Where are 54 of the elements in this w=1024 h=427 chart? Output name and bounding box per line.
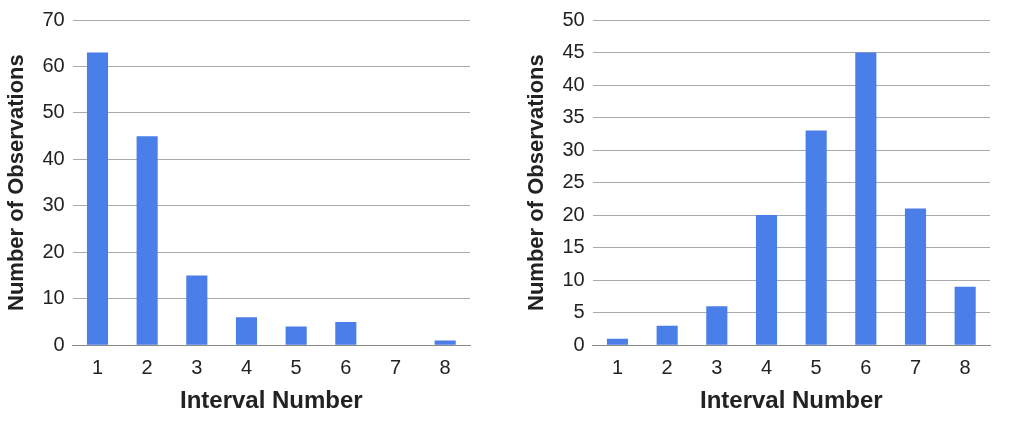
- bar: [606, 338, 629, 345]
- x-tick-label: 3: [711, 355, 723, 378]
- y-tick-label: 25: [562, 170, 585, 193]
- x-axis-title: Interval Number: [699, 386, 883, 414]
- x-tick-label: 7: [389, 355, 402, 378]
- bar: [904, 208, 927, 345]
- y-tick-label: 0: [53, 332, 65, 355]
- y-tick-label: 45: [562, 40, 585, 63]
- x-tick-label: 1: [91, 355, 104, 378]
- y-tick-label: 30: [42, 193, 65, 216]
- y-tick-label: 60: [42, 53, 65, 76]
- y-tick-label: 0: [573, 332, 585, 355]
- x-tick-label: 4: [760, 355, 773, 378]
- x-axis-title: Interval Number: [179, 386, 363, 414]
- y-axis-title: Number of Observations: [3, 54, 29, 311]
- y-tick-label: 40: [42, 146, 65, 169]
- bar: [434, 340, 456, 345]
- y-tick-label: 20: [562, 202, 585, 225]
- y-tick-label: 35: [562, 105, 585, 128]
- x-tick-label: 2: [661, 355, 673, 378]
- bar: [186, 275, 208, 345]
- y-tick-label: 5: [573, 300, 585, 323]
- x-tick-label: 6: [860, 355, 872, 378]
- x-tick-label: 4: [240, 355, 253, 378]
- bar: [285, 326, 307, 345]
- bar: [235, 317, 258, 345]
- y-tick-label: 20: [42, 239, 65, 262]
- x-tick-label: 3: [191, 355, 203, 378]
- bar: [954, 286, 976, 345]
- x-tick-label: 6: [340, 355, 352, 378]
- bar: [86, 52, 109, 345]
- y-tick-label: 50: [42, 100, 65, 123]
- y-tick-label: 15: [562, 235, 585, 258]
- x-tick-label: 5: [290, 355, 302, 378]
- y-tick-label: 40: [562, 72, 585, 95]
- x-tick-label: 1: [611, 355, 624, 378]
- y-tick-label: 50: [562, 7, 585, 30]
- y-tick-label: 10: [562, 267, 585, 290]
- bar: [335, 321, 357, 345]
- x-tick-label: 8: [959, 355, 971, 378]
- x-tick-label: 8: [439, 355, 451, 378]
- bar: [136, 136, 158, 345]
- bar: [755, 215, 778, 345]
- y-axis-title: Number of Observations: [523, 54, 549, 311]
- bar: [656, 325, 678, 345]
- bar: [706, 306, 728, 345]
- y-tick-label: 30: [562, 137, 585, 160]
- x-tick-label: 2: [141, 355, 153, 378]
- y-tick-label: 70: [42, 7, 65, 30]
- x-tick-label: 5: [810, 355, 822, 378]
- y-tick-label: 10: [42, 286, 65, 309]
- bar: [855, 52, 877, 345]
- x-tick-label: 7: [909, 355, 922, 378]
- bar: [805, 130, 827, 345]
